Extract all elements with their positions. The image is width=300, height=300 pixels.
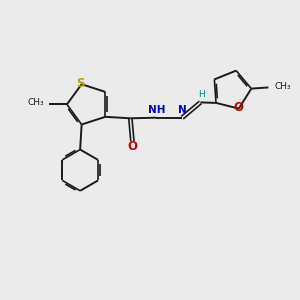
- Text: N: N: [178, 105, 187, 115]
- Text: O: O: [128, 140, 137, 153]
- Text: CH₃: CH₃: [275, 82, 292, 91]
- Text: NH: NH: [148, 105, 165, 115]
- Text: CH₃: CH₃: [27, 98, 44, 107]
- Text: O: O: [234, 100, 244, 114]
- Text: H: H: [198, 90, 205, 99]
- Text: S: S: [76, 77, 85, 90]
